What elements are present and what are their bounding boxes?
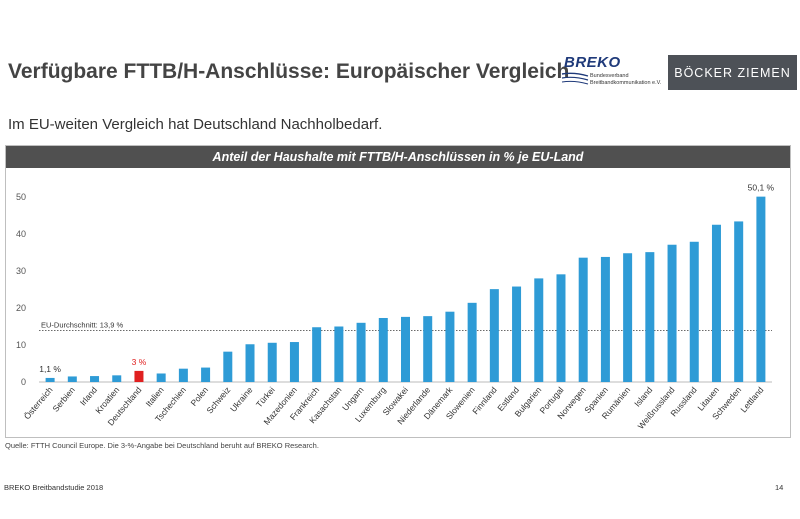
bar <box>756 196 766 382</box>
category-label: Lettland <box>738 385 765 415</box>
logo-line-2: Breitbandkommunikation e.V. <box>590 79 662 86</box>
logo-line-1: Bundesverband <box>590 73 629 79</box>
bar <box>445 311 455 382</box>
bar <box>711 224 721 382</box>
bar <box>134 370 144 382</box>
bar <box>423 316 433 382</box>
data-label: 1,1 % <box>39 364 61 374</box>
breko-logo: BREKO Bundesverband Breitbandkommunikati… <box>560 54 661 92</box>
bar <box>267 342 277 382</box>
bar <box>312 327 322 382</box>
category-label: Finnland <box>470 385 499 417</box>
chart-title: Anteil der Haushalte mit FTTB/H-Anschlüs… <box>6 146 790 168</box>
bar <box>201 367 211 382</box>
bar <box>600 256 610 382</box>
y-tick-label: 10 <box>16 340 26 350</box>
y-tick-label: 20 <box>16 303 26 313</box>
bar <box>645 252 655 382</box>
y-tick-label: 0 <box>21 377 26 387</box>
bar <box>623 253 633 382</box>
category-label: Serbien <box>50 385 77 414</box>
bar <box>112 375 122 382</box>
bar <box>578 257 588 382</box>
page-number: 14 <box>775 483 784 492</box>
y-tick-label: 30 <box>16 266 26 276</box>
bar <box>356 322 366 382</box>
bar <box>667 244 677 382</box>
bar <box>67 376 77 382</box>
bar <box>534 278 544 382</box>
bar <box>334 326 344 382</box>
logo-name: BREKO <box>564 54 621 71</box>
source-note: Quelle: FTTH Council Europe. Die 3-%-Ang… <box>5 441 319 450</box>
y-tick-label: 40 <box>16 229 26 239</box>
bar <box>45 377 55 382</box>
category-label: Österreich <box>22 385 55 422</box>
bar <box>245 344 255 382</box>
data-label: 50,1 % <box>748 183 775 193</box>
bar <box>223 351 233 382</box>
bar <box>289 342 299 382</box>
page-subtitle: Im EU-weiten Vergleich hat Deutschland N… <box>8 116 383 133</box>
page-title: Verfügbare FTTB/H-Anschlüsse: Europäisch… <box>8 60 570 83</box>
eu-average-label: EU-Durchschnitt: 13,9 % <box>41 321 123 330</box>
bar <box>467 302 477 382</box>
bar <box>156 373 166 382</box>
bar <box>512 286 522 382</box>
bar <box>689 241 699 382</box>
logo-subline: Bundesverband Breitbandkommunikation e.V… <box>590 73 661 86</box>
brand-box: BÖCKER ZIEMEN <box>668 55 797 90</box>
bar <box>378 317 388 382</box>
y-tick-label: 50 <box>16 192 26 202</box>
footer-text: BREKO Breitbandstudie 2018 <box>4 483 104 492</box>
chart-frame: 0 10 20 30 40 50 EU-Durchschnitt: 13,9 % Österr… <box>5 145 791 438</box>
data-label: 3 % <box>132 357 147 367</box>
bar-chart: 0 10 20 30 40 50 EU-Durchschnitt: 13,9 % Österr… <box>16 183 775 431</box>
bar <box>489 289 499 382</box>
bar <box>556 274 566 382</box>
swoosh-icon <box>561 72 589 85</box>
bar <box>90 376 100 382</box>
category-label: Irland <box>78 385 100 408</box>
bar <box>734 221 744 382</box>
category-label: Schweiz <box>204 385 232 416</box>
category-label: Ukraine <box>228 385 255 414</box>
bar <box>178 368 188 382</box>
bar <box>401 316 410 382</box>
